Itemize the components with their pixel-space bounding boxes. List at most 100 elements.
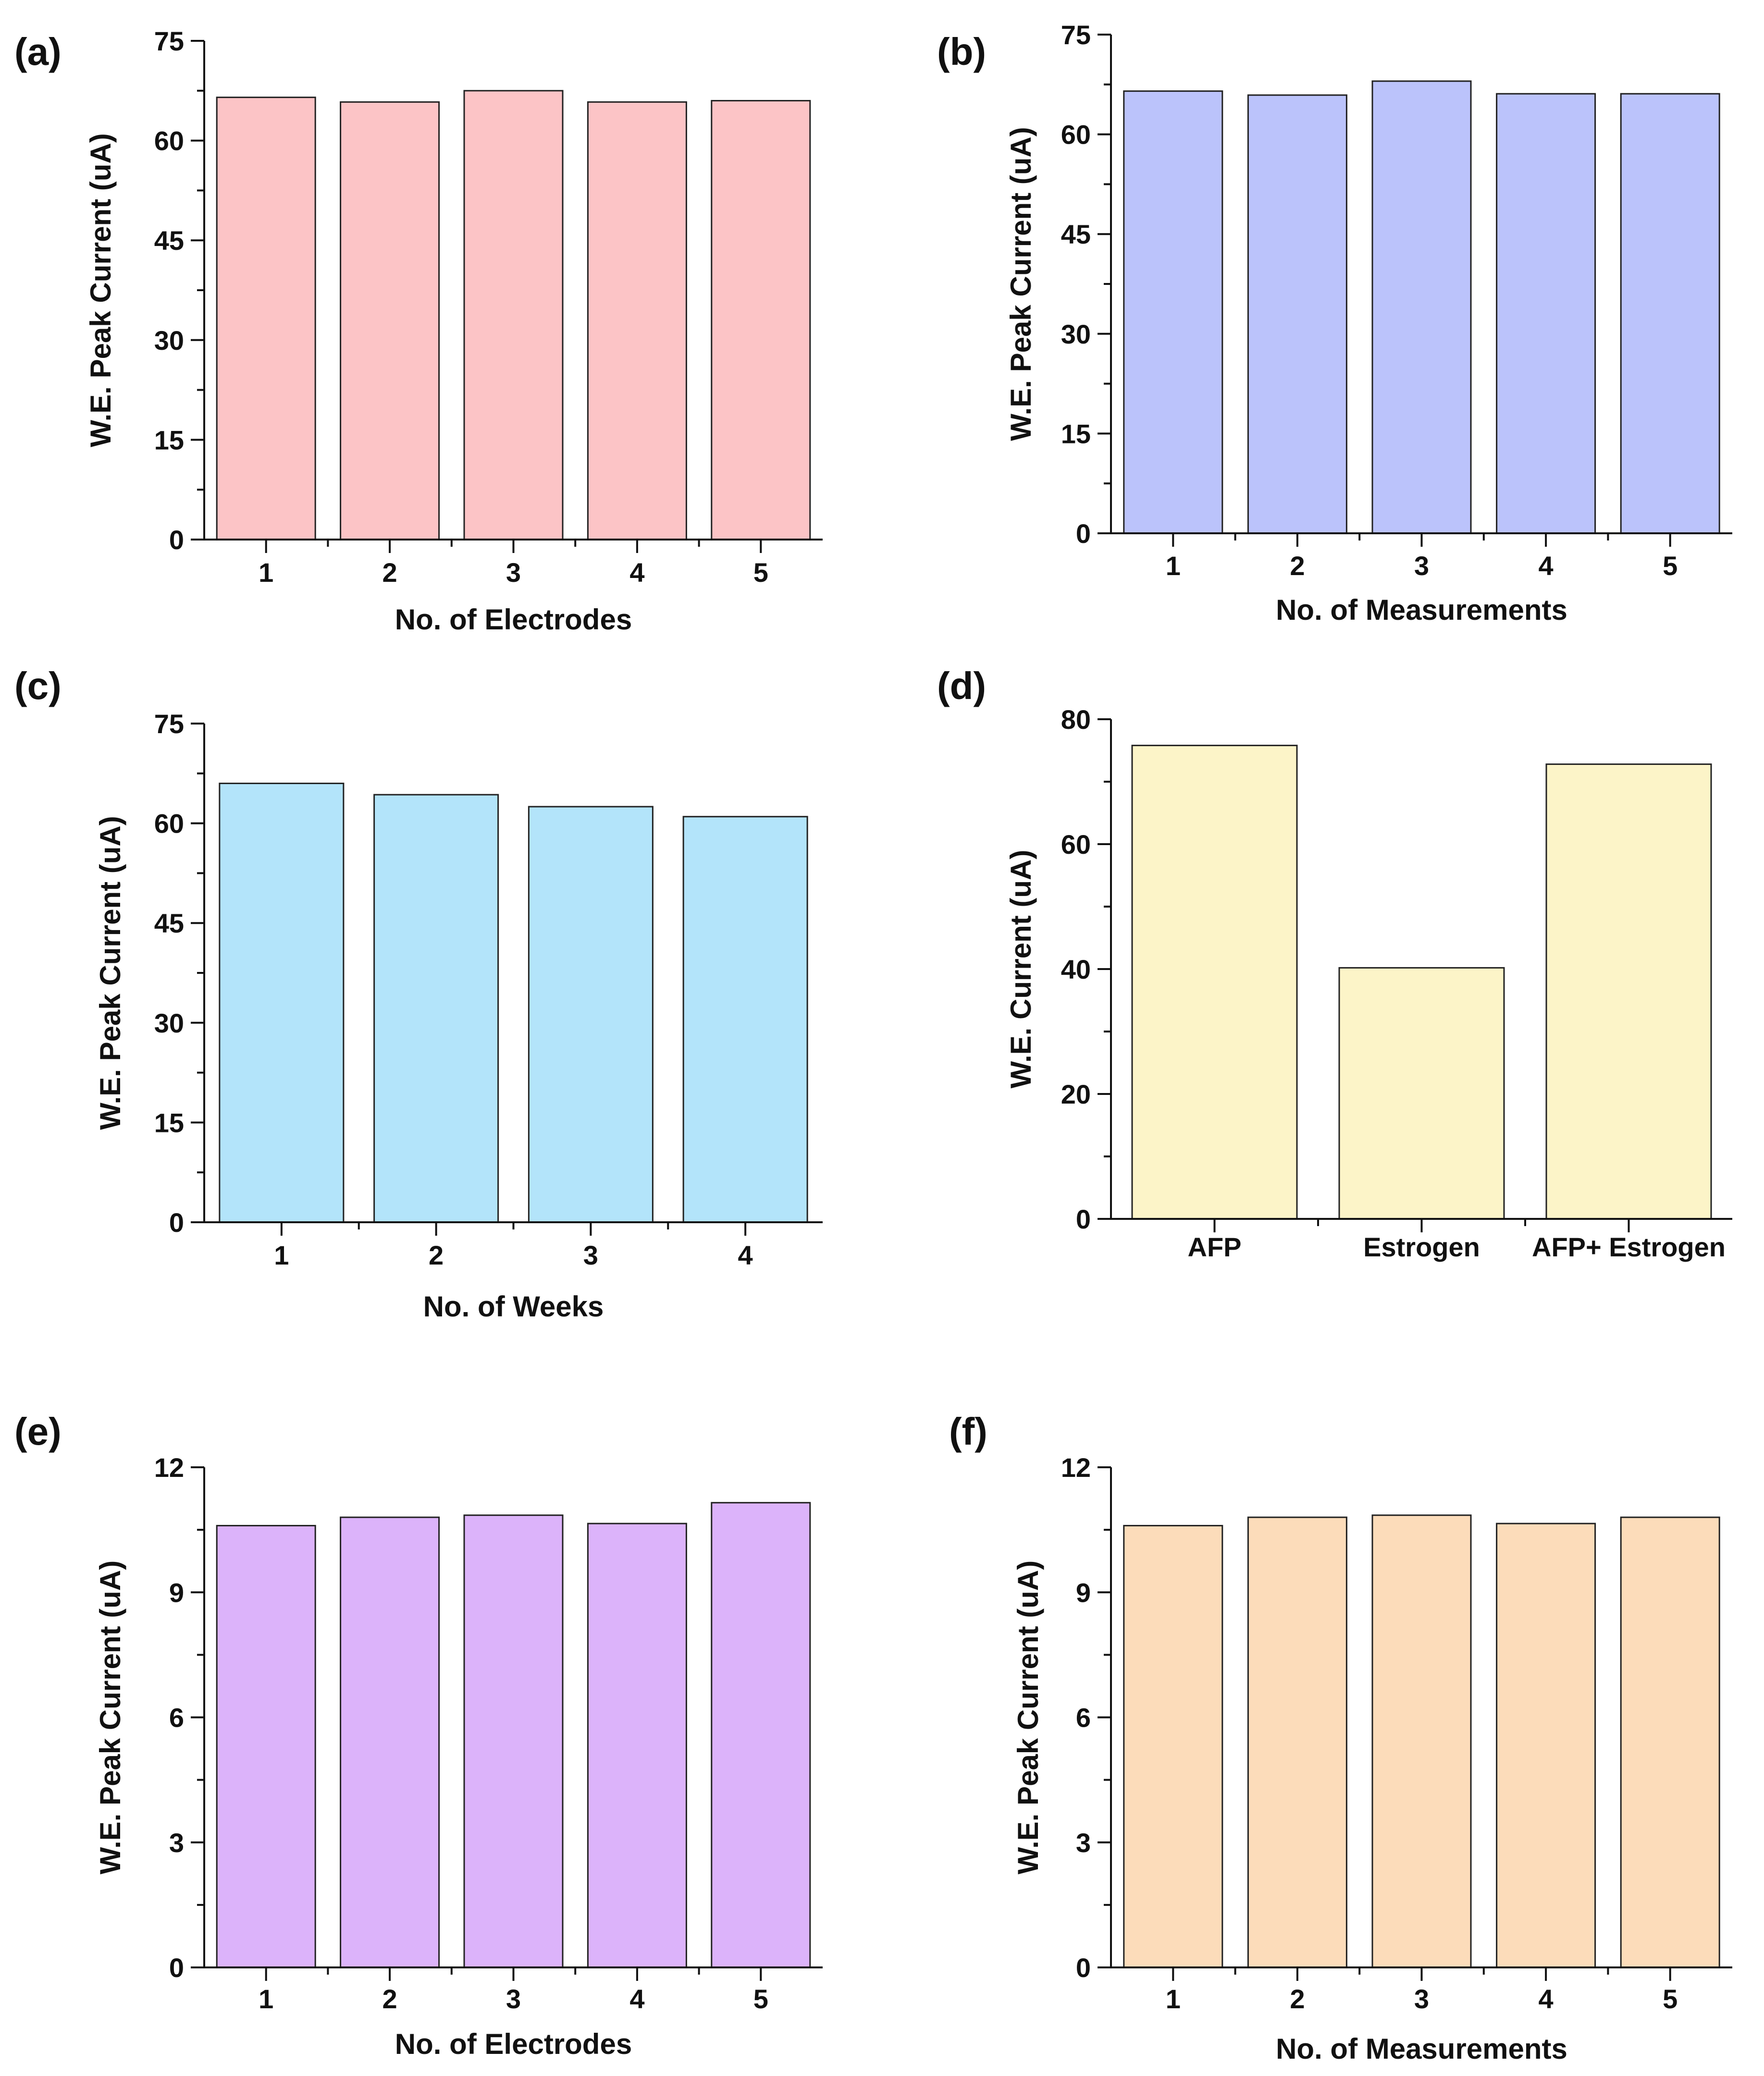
x-tick-label: 5 xyxy=(753,557,768,588)
x-tick-label: 1 xyxy=(259,1984,273,2014)
y-axis-title: W.E. Peak Current (uA) xyxy=(85,133,117,447)
x-tick-label: 4 xyxy=(1539,1984,1554,2014)
panel-label: (e) xyxy=(14,1410,62,1453)
y-tick-label: 45 xyxy=(154,225,184,256)
y-tick-label: 30 xyxy=(154,1008,184,1038)
y-tick-label: 3 xyxy=(169,1828,184,1858)
x-tick-label: 1 xyxy=(274,1240,289,1270)
y-tick-label: 9 xyxy=(169,1577,184,1608)
bar-1 xyxy=(216,97,316,540)
y-tick-label: 0 xyxy=(169,1953,184,1983)
bar-afp-estrogen xyxy=(1545,763,1712,1220)
y-tick-label: 0 xyxy=(1076,1204,1091,1234)
bar-5 xyxy=(711,1502,811,1968)
bar-4 xyxy=(587,101,687,540)
x-tick-label: 4 xyxy=(629,1984,644,2014)
bar-3 xyxy=(463,90,564,540)
y-tick-label: 0 xyxy=(1076,518,1091,549)
y-tick-label: 12 xyxy=(1061,1452,1091,1483)
x-tick-label: 2 xyxy=(1290,551,1305,581)
x-tick-label: AFP xyxy=(1188,1232,1242,1262)
bar-afp xyxy=(1131,745,1298,1220)
x-axis-title: No. of Measurements xyxy=(1276,2033,1567,2065)
x-tick-label: 2 xyxy=(382,1984,397,2014)
bar-1 xyxy=(219,783,345,1223)
x-tick-label: 2 xyxy=(1290,1984,1305,2014)
bar-5 xyxy=(711,100,811,540)
x-tick-label: 2 xyxy=(429,1240,444,1270)
y-tick-label: 3 xyxy=(1076,1828,1091,1858)
y-tick-label: 6 xyxy=(169,1703,184,1733)
bar-5 xyxy=(1620,1516,1720,1968)
y-tick-label: 60 xyxy=(1061,120,1091,150)
y-tick-label: 15 xyxy=(154,1107,184,1138)
bar-3 xyxy=(528,806,654,1223)
y-tick-label: 20 xyxy=(1061,1079,1091,1109)
y-tick-label: 75 xyxy=(1061,20,1091,50)
x-axis-title: No. of Weeks xyxy=(423,1290,604,1323)
x-tick-label: 4 xyxy=(738,1240,753,1270)
bar-1 xyxy=(1123,90,1223,534)
bar-1 xyxy=(1123,1524,1223,1968)
x-axis-title: No. of Electrodes xyxy=(395,603,632,636)
x-tick-label: 3 xyxy=(583,1240,598,1270)
bar-2 xyxy=(1247,1516,1347,1968)
x-tick-label: 5 xyxy=(1663,1984,1678,2014)
bar-4 xyxy=(1496,93,1596,534)
bar-1 xyxy=(216,1524,316,1968)
x-tick-label: 2 xyxy=(382,557,397,588)
x-tick-label: 3 xyxy=(1414,1984,1429,2014)
y-tick-label: 80 xyxy=(1061,704,1091,735)
y-axis-title: W.E. Peak Current (uA) xyxy=(94,1560,126,1874)
panel-label: (f) xyxy=(949,1410,987,1453)
bar-3 xyxy=(463,1514,564,1968)
y-tick-label: 12 xyxy=(154,1452,184,1483)
x-tick-label: 3 xyxy=(506,1984,521,2014)
y-tick-label: 60 xyxy=(1061,829,1091,860)
y-tick-label: 30 xyxy=(154,325,184,356)
x-tick-label: 4 xyxy=(1539,551,1554,581)
bar-4 xyxy=(1496,1523,1596,1968)
y-tick-label: 40 xyxy=(1061,954,1091,984)
bar-2 xyxy=(340,101,440,540)
y-tick-label: 9 xyxy=(1076,1577,1091,1608)
y-axis-title: W.E. Current (uA) xyxy=(1005,850,1037,1089)
panel-label: (c) xyxy=(14,664,62,707)
y-axis-title: W.E. Peak Current (uA) xyxy=(1012,1560,1044,1874)
y-axis-title: W.E. Peak Current (uA) xyxy=(94,816,126,1130)
panel-label: (a) xyxy=(14,30,62,73)
chart-panel-3: (c) 0 15 30 45 60 75 1 2 3 4 No. of Weeks W.E. Peak … xyxy=(14,664,823,1323)
y-tick-label: 75 xyxy=(154,26,184,56)
panel-label: (d) xyxy=(937,664,986,707)
x-axis-title: No. of Electrodes xyxy=(395,2028,632,2060)
bar-4 xyxy=(682,816,808,1223)
y-tick-label: 0 xyxy=(169,1207,184,1238)
y-tick-label: 45 xyxy=(154,908,184,938)
x-tick-label: 5 xyxy=(1663,551,1678,581)
y-tick-label: 6 xyxy=(1076,1703,1091,1733)
x-tick-label: 4 xyxy=(629,557,644,588)
bar-estrogen xyxy=(1338,967,1505,1220)
bar-3 xyxy=(1371,80,1472,534)
y-tick-label: 0 xyxy=(169,525,184,555)
y-tick-label: 0 xyxy=(1076,1953,1091,1983)
bar-3 xyxy=(1371,1514,1472,1968)
bar-4 xyxy=(587,1523,687,1968)
y-tick-label: 15 xyxy=(154,425,184,455)
bar-2 xyxy=(1247,94,1347,534)
x-tick-label: Estrogen xyxy=(1363,1232,1480,1262)
bar-2 xyxy=(340,1516,440,1968)
y-axis-title: W.E. Peak Current (uA) xyxy=(1005,127,1037,441)
x-tick-label: 3 xyxy=(1414,551,1429,581)
x-tick-label: AFP+ Estrogen xyxy=(1532,1232,1726,1262)
panel-label: (b) xyxy=(937,30,986,73)
y-tick-label: 15 xyxy=(1061,418,1091,449)
x-tick-label: 5 xyxy=(753,1984,768,2014)
y-tick-label: 60 xyxy=(154,809,184,839)
x-tick-label: 1 xyxy=(1166,551,1181,581)
